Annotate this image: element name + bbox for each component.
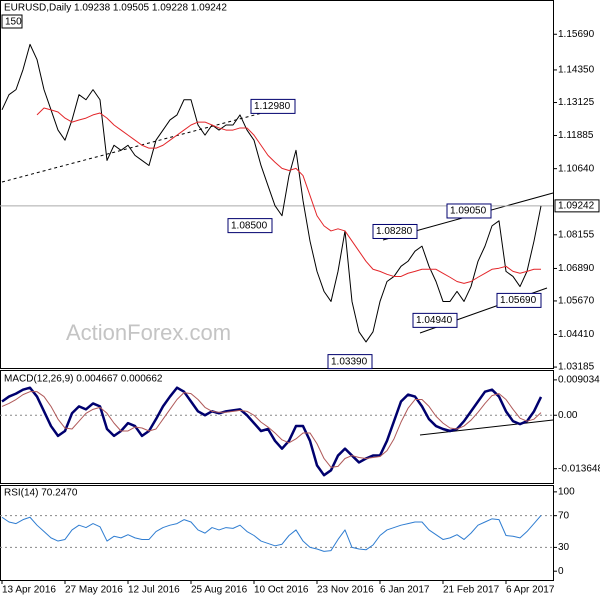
x-tick-label: 21 Feb 2017	[443, 585, 500, 596]
price-annotation-box	[412, 312, 458, 328]
x-tick-label: 13 Apr 2016	[2, 585, 56, 596]
panel-title: MACD(12,26,9) 0.004667 0.000662	[4, 374, 163, 385]
last-price-box	[554, 199, 600, 213]
trend-line	[1, 112, 263, 183]
panel-title: EURUSD,Daily 1.09238 1.09505 1.09228 1.0…	[4, 3, 227, 14]
y-tick-label: 0	[558, 566, 564, 577]
panel-title: RSI(14) 70.2470	[4, 488, 78, 499]
price-panel	[0, 0, 554, 369]
series-line	[1, 386, 543, 477]
price-annotation-box	[446, 203, 492, 219]
price-annotation-box	[327, 354, 373, 370]
price-annotation-box	[250, 98, 296, 114]
price-annotation: 1.08500	[231, 220, 268, 231]
price-annotation: 1.03390	[331, 356, 368, 367]
macd-trend-line	[419, 419, 554, 436]
x-tick-label: 10 Oct 2016	[254, 585, 309, 596]
x-tick-label: 6 Jan 2017	[380, 585, 430, 596]
x-tick-label: 27 May 2016	[65, 585, 123, 596]
y-tick-label: 0.009034	[558, 375, 600, 386]
price-annotation-box	[372, 223, 418, 239]
y-tick-label: 1.10640	[558, 163, 595, 174]
x-tick-label: 25 Aug 2016	[191, 585, 248, 596]
price-annotation: 1.04940	[416, 315, 453, 326]
y-tick-label: 1.04410	[558, 329, 595, 340]
y-tick-label: 70	[558, 510, 570, 521]
y-tick-label: 1.14350	[558, 65, 595, 76]
series-line	[36, 107, 541, 284]
y-tick-label: 1.15690	[558, 29, 595, 40]
y-tick-label: 1.08155	[558, 229, 595, 240]
series-line	[1, 391, 542, 468]
y-tick-label: 100	[558, 487, 575, 498]
price-annotation: 1.09050	[450, 206, 487, 217]
corner-box	[1, 14, 23, 29]
y-tick-label: 1.06890	[558, 263, 595, 274]
y-tick-label: -0.013648	[558, 463, 600, 474]
rsi-panel	[0, 485, 554, 581]
y-tick-label: 1.11885	[558, 130, 594, 141]
price-annotation: 1.12980	[254, 101, 291, 112]
x-tick-label: 6 Apr 2017	[506, 585, 555, 596]
y-tick-label: 0.00	[558, 410, 578, 421]
y-tick-label: 1.13125	[558, 97, 595, 108]
price-annotation-box	[496, 292, 542, 308]
y-tick-label: 1.05670	[558, 296, 595, 307]
watermark: ActionForex.com	[66, 320, 231, 345]
y-tick-label: 30	[558, 542, 570, 553]
x-tick-label: 12 Jul 2016	[128, 585, 180, 596]
x-tick-label: 23 Nov 2016	[317, 585, 374, 596]
series-line	[1, 43, 542, 343]
last-price-label: 1.09242	[558, 201, 595, 212]
series-line	[1, 515, 542, 552]
price-annotation-box	[227, 218, 273, 234]
y-tick-label: 1.03185	[558, 362, 595, 373]
price-annotation: 1.05690	[500, 295, 537, 306]
macd-panel	[0, 370, 554, 484]
corner-label: 150	[5, 17, 22, 28]
price-annotation: 1.08280	[376, 226, 413, 237]
